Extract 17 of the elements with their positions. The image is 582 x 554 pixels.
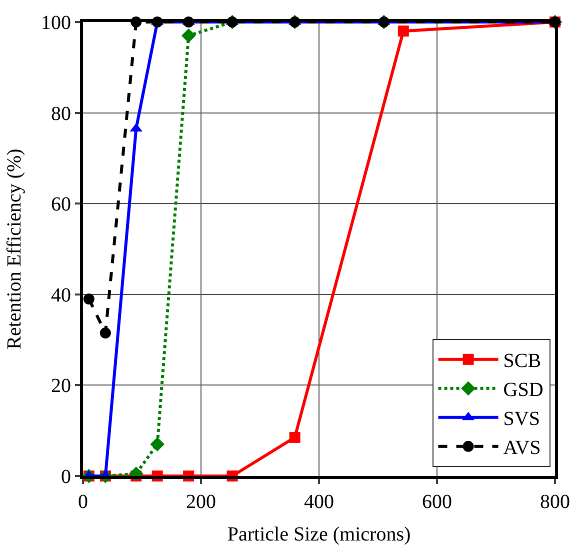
x-tick-label: 0: [78, 491, 88, 513]
legend-label: SVS: [503, 408, 540, 430]
y-tick-label: 0: [61, 466, 71, 488]
legend-label: SCB: [503, 350, 542, 372]
y-tick-label: 20: [51, 375, 71, 398]
x-axis-title: Particle Size (microns): [227, 524, 411, 546]
y-tick-label: 40: [51, 284, 71, 306]
y-tick-label: 100: [41, 12, 71, 34]
x-tick-label: 200: [186, 491, 216, 513]
x-tick-label: 600: [422, 491, 452, 513]
y-tick-label: 60: [51, 194, 71, 216]
x-tick-label: 400: [304, 491, 334, 513]
y-axis-title: Retention Efficiency (%): [4, 148, 26, 350]
x-tick-label: 800: [540, 491, 570, 513]
legend-label: GSD: [503, 379, 544, 402]
legend-label: AVS: [503, 437, 541, 460]
y-tick-label: 80: [51, 102, 71, 125]
